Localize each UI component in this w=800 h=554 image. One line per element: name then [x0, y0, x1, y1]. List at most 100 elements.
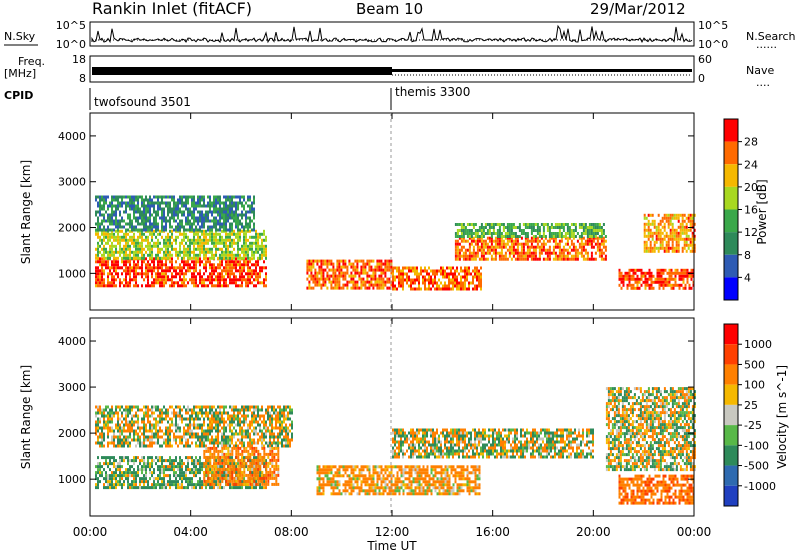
power-cell	[460, 232, 463, 235]
power-cell	[125, 284, 127, 288]
velocity-cell	[177, 480, 179, 484]
power-cell	[161, 278, 163, 282]
power-cell	[229, 235, 231, 239]
power-cell	[671, 234, 674, 238]
power-cell	[632, 271, 635, 275]
power-cell	[171, 284, 173, 288]
velocity-cell	[159, 426, 161, 430]
power-cell	[534, 235, 537, 238]
velocity-cell	[145, 444, 147, 448]
velocity-cell	[103, 444, 105, 448]
power-cell	[402, 284, 404, 288]
power-cell	[221, 210, 223, 214]
power-cell	[480, 236, 483, 240]
power-cell	[412, 266, 414, 270]
velocity-cell	[113, 441, 115, 445]
power-cell	[129, 229, 131, 233]
velocity-cell	[177, 483, 179, 487]
power-cell	[326, 271, 329, 275]
power-cell	[239, 269, 241, 273]
power-cell	[109, 256, 111, 260]
power-cell	[103, 260, 105, 264]
power-cell	[161, 228, 163, 232]
velocity-cell	[123, 426, 125, 430]
velocity-cell	[99, 441, 101, 445]
velocity-cell	[193, 465, 195, 469]
power-cell	[320, 283, 323, 287]
power-cell	[673, 246, 676, 250]
velocity-cell	[207, 411, 209, 415]
velocity-cell	[143, 444, 145, 448]
velocity-cell	[181, 477, 183, 481]
power-cell	[197, 241, 199, 245]
power-cell	[249, 260, 251, 264]
power-cell	[183, 225, 185, 229]
velocity-cell	[197, 432, 199, 436]
power-cell	[263, 266, 265, 270]
power-cell	[231, 228, 233, 232]
power-cell	[418, 281, 420, 285]
power-cell	[227, 253, 229, 257]
power-cell	[203, 229, 205, 233]
velocity-cell	[213, 444, 215, 448]
power-cell	[368, 274, 371, 278]
power-cell	[197, 201, 199, 205]
velocity-cell	[159, 459, 161, 463]
power-cell	[171, 229, 173, 233]
power-cell	[111, 266, 113, 270]
power-cell	[141, 253, 143, 257]
power-cell	[632, 268, 635, 272]
power-cell	[169, 201, 171, 205]
velocity-cell	[129, 468, 131, 472]
power-cell	[578, 236, 581, 240]
power-cell	[149, 269, 151, 273]
power-colorbar-label: Power [dB]	[755, 179, 769, 244]
power-cell	[663, 246, 666, 250]
power-cell	[530, 223, 533, 226]
velocity-cell	[121, 456, 123, 460]
velocity-cell	[239, 486, 241, 490]
power-cell	[673, 237, 676, 241]
velocity-cell	[149, 441, 151, 445]
velocity-cell	[159, 483, 161, 487]
power-cell	[159, 284, 161, 288]
power-cell	[193, 263, 195, 267]
power-cell	[97, 204, 99, 208]
power-cell	[412, 287, 414, 291]
velocity-cell	[199, 408, 201, 412]
velocity-cell	[155, 408, 157, 412]
power-cell	[502, 226, 505, 229]
power-cell	[95, 210, 97, 214]
power-cell	[113, 210, 115, 214]
velocity-cell	[125, 477, 127, 481]
power-cell	[657, 228, 660, 232]
power-cell	[171, 244, 173, 248]
velocity-cell	[109, 411, 111, 415]
power-cell	[460, 248, 463, 252]
power-cell	[189, 195, 191, 199]
power-cell	[586, 254, 589, 258]
power-cell	[528, 251, 531, 255]
power-cell	[646, 280, 649, 284]
velocity-cell	[103, 477, 105, 481]
power-cell	[582, 236, 585, 240]
power-cell	[121, 235, 123, 239]
power-cell	[462, 269, 464, 273]
power-cell	[690, 286, 693, 290]
velocity-cell	[153, 426, 155, 430]
velocity-cell	[177, 435, 179, 439]
power-cell	[225, 222, 227, 226]
velocity-cell	[117, 462, 119, 466]
power-cell	[540, 223, 543, 226]
power-cell	[316, 280, 319, 284]
power-cell	[141, 195, 143, 199]
velocity-cell	[105, 420, 107, 424]
velocity-cell	[137, 423, 139, 427]
power-cell	[380, 283, 383, 287]
velocity-cell	[205, 438, 207, 442]
power-cell	[171, 257, 173, 261]
velocity-cell	[147, 444, 149, 448]
power-cell	[153, 284, 155, 288]
velocity-cell	[145, 465, 147, 469]
power-cell	[474, 284, 476, 288]
